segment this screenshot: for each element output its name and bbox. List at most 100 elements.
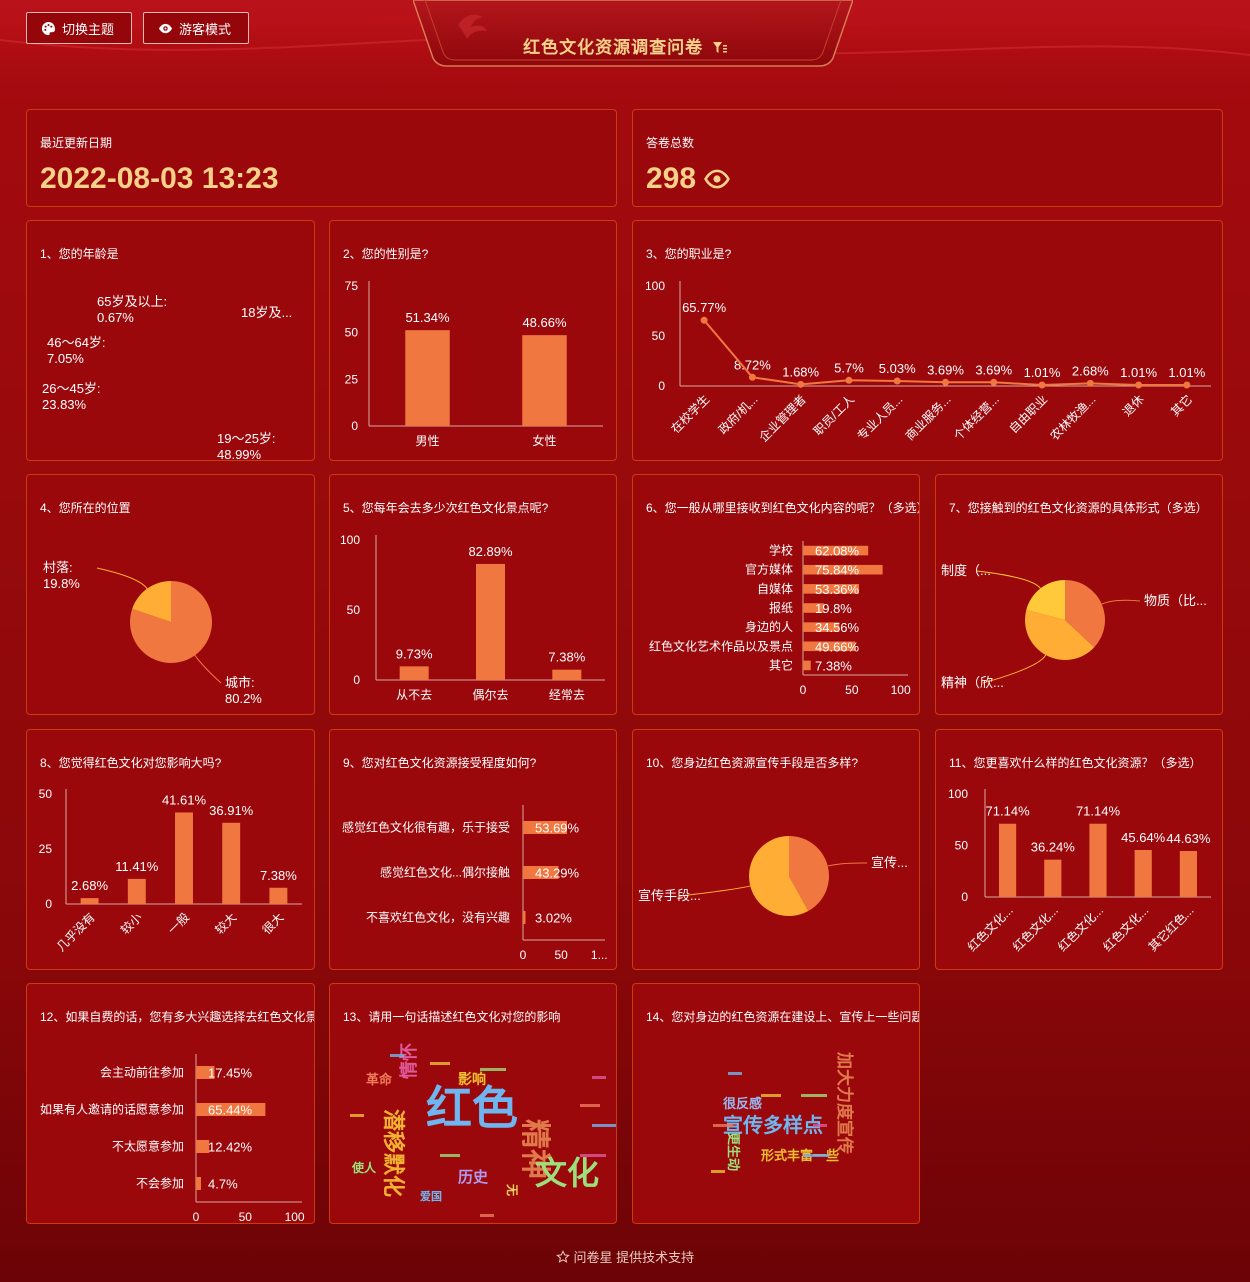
y-tick-label: 身边的人 (745, 619, 793, 634)
data-point[interactable] (1038, 381, 1046, 389)
x-tick-label: 很大 (260, 910, 287, 937)
bar[interactable] (552, 669, 582, 680)
pie-slice[interactable] (748, 836, 809, 916)
bar[interactable] (523, 911, 526, 924)
data-point[interactable] (748, 373, 756, 381)
pie-leader-line (1101, 599, 1141, 605)
eye-icon[interactable] (704, 169, 730, 189)
y-tick-label: 学校 (769, 543, 793, 558)
total-responses-row: 298 (646, 162, 730, 196)
word: 使人 (351, 1160, 377, 1175)
word-filler (713, 1124, 733, 1127)
word-filler (592, 1124, 616, 1127)
data-label: 11.41% (115, 859, 159, 874)
word: 爱国 (420, 1190, 442, 1203)
bar[interactable] (523, 866, 559, 879)
pie-slice[interactable] (1065, 580, 1105, 648)
word: 潜移默化 (381, 1109, 406, 1197)
bar[interactable] (196, 1066, 215, 1079)
bar[interactable] (196, 1177, 201, 1190)
bar[interactable] (803, 603, 824, 613)
data-label: 3.02% (535, 911, 572, 926)
bar[interactable] (127, 878, 146, 904)
pie-label: 46～64岁: 7.05% (47, 335, 106, 366)
data-point[interactable] (942, 378, 949, 386)
data-label: 51.34% (405, 310, 450, 325)
word: 影响 (458, 1071, 486, 1087)
chart-q7: 物质（比... 精神（欣... 制度（... (941, 563, 1207, 690)
pie-slice[interactable] (132, 581, 171, 622)
bar[interactable] (803, 660, 811, 671)
bar[interactable] (222, 822, 241, 904)
y-tick-label: 25 (39, 842, 53, 856)
filter-icon[interactable] (712, 42, 727, 54)
data-label: 36.24% (1031, 840, 1076, 855)
bar[interactable] (196, 1103, 266, 1116)
word-filler (480, 1214, 494, 1217)
bar[interactable] (1134, 849, 1152, 897)
bar[interactable] (803, 641, 856, 652)
data-label: 1.01% (1168, 365, 1205, 380)
bar[interactable] (405, 330, 450, 426)
bar[interactable] (523, 821, 568, 834)
guest-mode-button[interactable]: 游客模式 (143, 12, 249, 44)
chart-title: 1、您的年龄是 (40, 247, 119, 261)
bar[interactable] (1179, 851, 1197, 897)
data-label: 2.68% (1072, 363, 1109, 378)
total-responses-value: 298 (646, 162, 697, 195)
pie-leader-line (976, 570, 1041, 589)
bar[interactable] (399, 666, 429, 680)
pie-slice[interactable] (1025, 610, 1095, 660)
bar[interactable] (999, 823, 1017, 897)
data-label: 41.61% (162, 792, 207, 807)
y-tick-label: 100 (948, 787, 968, 801)
switch-theme-button[interactable]: 切换主题 (26, 12, 132, 44)
chart-title: 9、您对红色文化资源接受程度如何? (343, 756, 537, 770)
chart-panel-q3: 3、您的职业是? 100 50 0 65.77% 在校学生 8.72% 政府/机... 1.68… (632, 220, 1223, 461)
pie-slice[interactable] (1026, 580, 1065, 620)
data-point[interactable] (893, 377, 901, 385)
data-label: 43.29% (535, 866, 580, 881)
x-tick-label: 专业人员... (854, 392, 906, 444)
x-tick-label: 较小 (117, 910, 145, 938)
chart-title: 7、您接触到的红色文化资源的具体形式（多选） (949, 501, 1208, 515)
bar[interactable] (803, 622, 840, 632)
data-label: 12.42% (208, 1140, 253, 1155)
bar[interactable] (803, 584, 860, 594)
data-point[interactable] (845, 376, 853, 384)
bar[interactable] (522, 335, 567, 426)
x-tick-label: 农林牧渔... (1048, 392, 1099, 443)
bar[interactable] (269, 887, 288, 904)
bar[interactable] (1089, 823, 1107, 897)
word: 红色 (426, 1082, 518, 1134)
data-point[interactable] (1183, 381, 1191, 389)
word-filler (813, 1124, 827, 1127)
pie-slice[interactable] (789, 836, 829, 912)
bar[interactable] (475, 563, 506, 680)
switch-theme-label: 切换主题 (62, 21, 115, 37)
x-tick-label: 从不去 (396, 688, 432, 702)
bar[interactable] (175, 812, 193, 904)
bar[interactable] (80, 898, 99, 904)
total-responses-label: 答卷总数 (646, 136, 695, 150)
word: 精神 (518, 1119, 551, 1179)
bar[interactable] (803, 564, 883, 575)
data-label: 1.01% (1120, 365, 1157, 380)
pie-label: 精神（欣... (941, 675, 1004, 690)
data-point[interactable] (1086, 379, 1094, 387)
data-point[interactable] (700, 316, 708, 324)
bar[interactable] (1044, 859, 1062, 897)
bar[interactable] (196, 1140, 210, 1153)
x-tick-label: 0 (520, 948, 527, 962)
data-label: 65.44% (208, 1103, 253, 1118)
bar[interactable] (803, 545, 869, 556)
data-point[interactable] (990, 378, 998, 386)
chart-q6: 学校 62.08% 官方媒体 75.84% 自媒体 53.36% 报纸 19.8% 身边的人 34… (649, 541, 911, 697)
y-tick-label: 50 (345, 326, 359, 340)
data-point[interactable] (1135, 381, 1143, 389)
chart-panel-q2: 2、您的性别是? 75 50 25 0 51.34% 男性 48.66% 女性 (329, 220, 617, 461)
chart-q12: 会主动前往参加 17.45% 如果有人邀请的话愿意参加 65.44% 不太愿意参加 12.… (40, 1054, 305, 1223)
star-icon (556, 1250, 570, 1263)
word: 更生动 (726, 1132, 741, 1171)
data-point[interactable] (797, 380, 805, 388)
